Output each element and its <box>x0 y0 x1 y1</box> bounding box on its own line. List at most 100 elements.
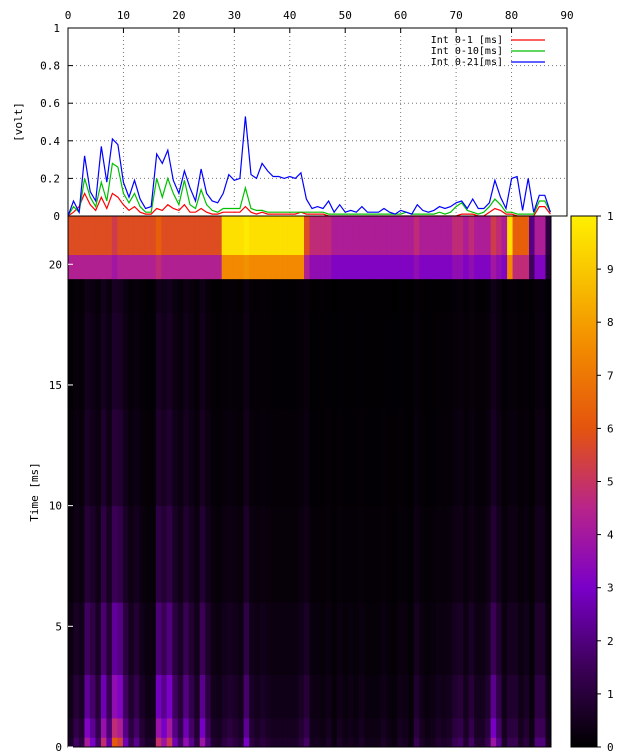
heatmap-cell <box>518 718 524 738</box>
heatmap-cell <box>243 240 250 256</box>
heatmap-cell <box>298 278 305 313</box>
heatmap-cell <box>446 737 453 748</box>
heatmap-cell <box>468 254 475 280</box>
heatmap-cell <box>282 409 288 507</box>
heatmap-cell <box>457 278 464 313</box>
heatmap-cell <box>287 278 294 313</box>
heatmap-cell <box>386 737 393 748</box>
heatmap-cell <box>523 240 530 256</box>
heatmap-cell <box>375 718 382 738</box>
heatmap-cell <box>386 312 393 410</box>
heatmap-cell <box>227 409 234 507</box>
heatmap-cell <box>271 254 277 280</box>
heatmap-cell <box>238 240 245 256</box>
heatmap-cell <box>172 216 179 241</box>
heatmap-cell <box>68 674 74 719</box>
heatmap-cell <box>512 718 519 738</box>
heatmap-cell <box>150 674 157 719</box>
heatmap-cell <box>199 312 206 410</box>
heatmap-cell <box>485 718 492 738</box>
heatmap-cell <box>534 674 541 719</box>
heatmap-cell <box>424 505 431 603</box>
heatmap-cell <box>540 409 546 507</box>
heatmap-cell <box>364 254 371 280</box>
heatmap-cell <box>512 602 519 675</box>
heatmap-cell <box>419 254 426 280</box>
heatmap-cell <box>336 409 343 507</box>
heatmap-cell <box>485 737 492 748</box>
y-tick-label: 0.6 <box>40 97 60 110</box>
heatmap-cell <box>424 254 431 280</box>
heatmap-cell <box>111 216 118 241</box>
heatmap-cell <box>293 312 299 410</box>
heatmap-cell <box>84 737 91 748</box>
heatmap-cell <box>265 409 272 507</box>
heatmap-cell <box>507 674 513 719</box>
heatmap-cell <box>419 505 426 603</box>
heatmap-cell <box>545 674 552 719</box>
heatmap-cell <box>232 737 239 748</box>
heatmap-cell <box>452 674 459 719</box>
colorbar-tick-label: 1 <box>607 688 614 701</box>
x-tick-label: 80 <box>505 9 518 22</box>
heatmap-cell <box>254 737 261 748</box>
heatmap-cell <box>287 254 294 280</box>
heatmap-cell <box>523 505 530 603</box>
heatmap-cell <box>331 278 338 313</box>
heatmap-cell <box>68 216 74 241</box>
heatmap-cell <box>199 254 206 280</box>
heatmap-cell <box>353 254 360 280</box>
heatmap-cell <box>430 737 437 748</box>
heatmap-cell <box>238 409 245 507</box>
heatmap-cell <box>293 718 299 738</box>
heatmap-cell <box>133 674 140 719</box>
heatmap-cell <box>205 602 212 675</box>
heatmap-cell <box>391 674 398 719</box>
heatmap-cell <box>139 674 146 719</box>
heatmap-cell <box>358 409 365 507</box>
heatmap-cell <box>111 409 118 507</box>
heatmap-cell <box>375 602 382 675</box>
heatmap-cell <box>249 737 256 748</box>
heatmap-cell <box>260 718 266 738</box>
heatmap-cell <box>238 312 245 410</box>
heatmap-cell <box>243 505 250 603</box>
heatmap-cell <box>238 254 245 280</box>
heatmap-cell <box>287 409 294 507</box>
heatmap-cell <box>507 240 513 256</box>
heatmap-cell <box>106 718 113 738</box>
heatmap-cell <box>287 718 294 738</box>
heatmap-cell <box>545 216 552 241</box>
y-tick-label: 0 <box>53 210 60 223</box>
heatmap-cell <box>166 216 173 241</box>
heatmap-cell <box>353 278 360 313</box>
heatmap-cell <box>106 674 113 719</box>
heatmap-cell <box>518 240 524 256</box>
x-tick-label: 90 <box>560 9 573 22</box>
heatmap-cell <box>183 240 190 256</box>
heatmap-cell <box>100 737 107 748</box>
heatmap-cell <box>490 254 497 280</box>
heatmap-cell <box>523 674 530 719</box>
heatmap-cell <box>106 312 113 410</box>
heatmap-cell <box>243 254 250 280</box>
heatmap-cell <box>155 278 162 313</box>
heatmap-cell <box>188 254 195 280</box>
heatmap-cell <box>331 718 338 738</box>
heatmap-cell <box>347 602 354 675</box>
heatmap-cell <box>309 216 316 241</box>
heatmap-cell <box>282 312 288 410</box>
heatmap-cell <box>441 278 448 313</box>
heatmap-cell <box>452 240 459 256</box>
heatmap-cell <box>89 505 96 603</box>
heatmap-cell <box>84 409 91 507</box>
heatmap-cell <box>78 312 85 410</box>
heatmap-cell <box>78 216 85 241</box>
heatmap-cell <box>353 737 360 748</box>
heatmap-cell <box>117 240 124 256</box>
heatmap-cell <box>139 505 146 603</box>
heatmap-cell <box>276 718 283 738</box>
heatmap-cell <box>100 602 107 675</box>
heatmap-cell <box>314 505 321 603</box>
heatmap-cell <box>518 278 524 313</box>
